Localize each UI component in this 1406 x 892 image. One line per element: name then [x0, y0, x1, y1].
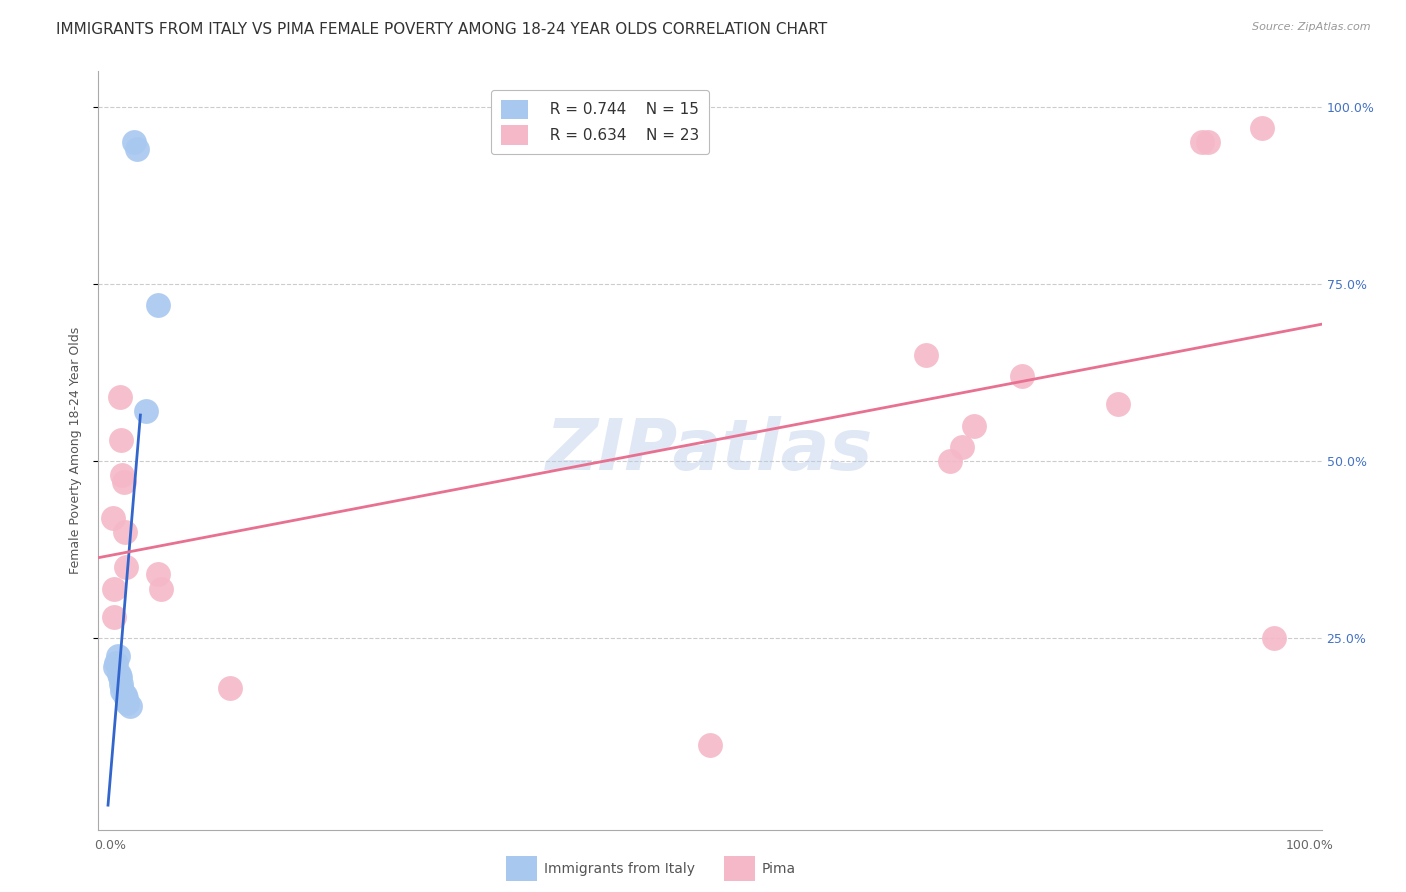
Text: Immigrants from Italy: Immigrants from Italy — [544, 862, 695, 876]
Point — [112, 475, 135, 490]
Point — [219, 681, 242, 695]
Text: Source: ZipAtlas.com: Source: ZipAtlas.com — [1253, 22, 1371, 32]
Point — [115, 560, 138, 574]
Point — [110, 433, 132, 447]
Point — [699, 738, 721, 752]
Point — [104, 659, 127, 673]
Point — [115, 691, 138, 706]
Y-axis label: Female Poverty Among 18-24 Year Olds: Female Poverty Among 18-24 Year Olds — [69, 326, 83, 574]
Point — [124, 135, 146, 149]
Point — [107, 648, 129, 663]
Point — [105, 656, 128, 670]
Point — [108, 390, 131, 404]
Point — [111, 468, 134, 483]
Point — [103, 582, 125, 596]
Text: IMMIGRANTS FROM ITALY VS PIMA FEMALE POVERTY AMONG 18-24 YEAR OLDS CORRELATION C: IMMIGRANTS FROM ITALY VS PIMA FEMALE POV… — [56, 22, 828, 37]
Point — [1263, 632, 1285, 646]
Point — [1191, 135, 1213, 149]
Point — [149, 582, 172, 596]
Point — [135, 404, 157, 418]
Point — [963, 418, 986, 433]
Point — [108, 670, 131, 684]
Point — [1250, 121, 1272, 136]
Point — [110, 677, 132, 691]
Text: ZIPatlas: ZIPatlas — [547, 416, 873, 485]
Text: Pima: Pima — [762, 862, 796, 876]
Point — [118, 698, 141, 713]
Point — [915, 348, 938, 362]
Point — [950, 440, 973, 454]
Point — [101, 510, 124, 524]
Point — [1107, 397, 1129, 411]
Point — [1011, 369, 1033, 384]
Point — [939, 454, 962, 468]
Point — [114, 688, 136, 702]
Point — [115, 697, 138, 711]
Point — [111, 684, 134, 698]
Point — [108, 666, 129, 681]
Point — [148, 298, 170, 312]
Point — [103, 610, 125, 624]
Point — [114, 524, 136, 539]
Point — [1197, 135, 1219, 149]
Point — [148, 567, 170, 582]
Point — [125, 142, 148, 156]
Legend:   R = 0.744    N = 15,   R = 0.634    N = 23: R = 0.744 N = 15, R = 0.634 N = 23 — [491, 90, 709, 154]
